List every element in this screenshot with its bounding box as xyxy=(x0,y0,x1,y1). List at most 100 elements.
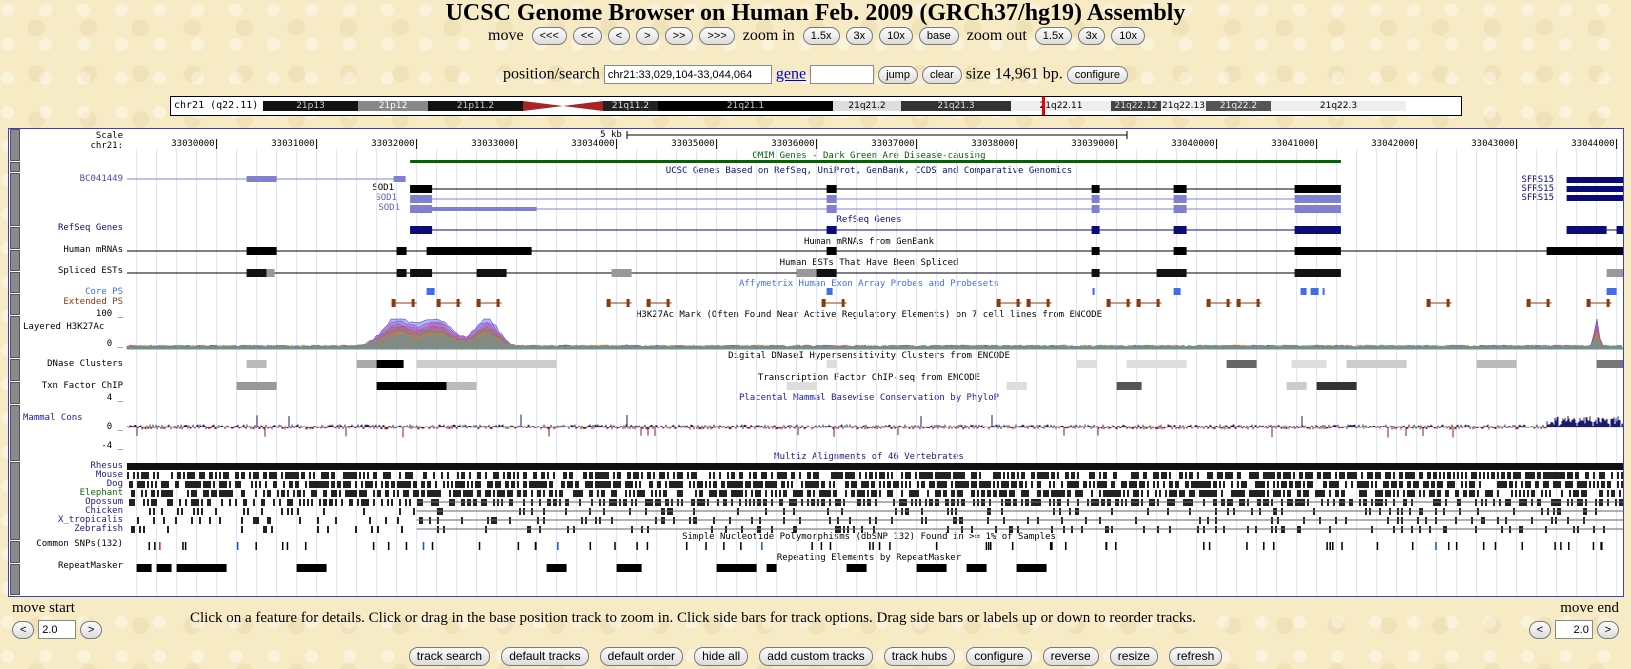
move-end-left-button[interactable]: < xyxy=(1528,621,1552,639)
move-start-left-button[interactable]: < xyxy=(12,621,35,639)
multiz-block xyxy=(381,499,383,506)
zoom-out-10x-button[interactable]: 10x xyxy=(1111,27,1145,46)
sfrs15-label[interactable]: SFRS15 xyxy=(1521,184,1554,194)
species-label[interactable]: Elephant xyxy=(79,488,123,498)
multiz-block xyxy=(411,463,413,470)
species-label[interactable]: Opossum xyxy=(85,497,123,507)
clear-button[interactable]: clear xyxy=(921,65,962,84)
multiz-block xyxy=(1543,463,1545,470)
multiz-block xyxy=(1571,481,1573,488)
species-label[interactable]: Mouse xyxy=(95,470,123,480)
tracks-graphics[interactable] xyxy=(9,129,1623,596)
species-label[interactable]: Dog xyxy=(106,479,123,489)
tracks-panel[interactable]: Scale chr21: 5 kb 33030000 33031000 330320… xyxy=(8,128,1624,597)
chromosome-ideogram[interactable]: chr21 (q22.11) 21p13 21p12 21p11.2 21q11… xyxy=(170,96,1462,116)
sfrs15-label[interactable]: SFRS15 xyxy=(1521,193,1554,203)
tfbs-left-label[interactable]: Txn Factor ChIP xyxy=(41,381,123,391)
gene-link[interactable]: gene xyxy=(775,65,807,83)
h3k27ac-left-label[interactable]: Layered H3K27Ac xyxy=(23,322,105,332)
snp-left-label[interactable]: Common SNPs(132) xyxy=(36,539,123,549)
move-left-button[interactable]: < xyxy=(607,27,631,46)
cons-left-label[interactable]: Mammal Cons xyxy=(23,413,83,423)
side-bar-snp[interactable] xyxy=(10,541,20,563)
multiz-block xyxy=(1011,463,1013,470)
add-custom-tracks-button[interactable]: add custom tracks xyxy=(759,647,873,666)
rmsk-left-label[interactable]: RepeatMasker xyxy=(57,561,123,571)
multiz-block xyxy=(1417,481,1419,488)
side-bar-phylop[interactable] xyxy=(10,405,20,461)
multiz-block xyxy=(1193,490,1195,497)
species-label[interactable]: Chicken xyxy=(85,506,123,516)
move-left-far-button[interactable]: <<< xyxy=(531,27,567,46)
default-order-button[interactable]: default order xyxy=(599,647,684,666)
multiz-block xyxy=(349,472,351,479)
core-ps-label[interactable]: Core PS xyxy=(85,287,123,297)
configure-tracks-button[interactable]: configure xyxy=(966,647,1032,666)
position-search-input[interactable]: chr21:33,029,104-33,044,064 xyxy=(603,65,772,84)
move-right-mid-button[interactable]: >> xyxy=(664,27,694,46)
resize-button[interactable]: resize xyxy=(1109,647,1158,666)
gene-input[interactable] xyxy=(810,65,875,84)
move-right-button[interactable]: > xyxy=(636,27,659,46)
move-end-right-button[interactable]: > xyxy=(1596,621,1619,639)
side-bar-refseq[interactable] xyxy=(10,227,20,249)
configure-button[interactable]: configure xyxy=(1066,65,1128,84)
refresh-button[interactable]: refresh xyxy=(1168,647,1223,666)
species-label[interactable]: X_tropicalis xyxy=(57,515,123,525)
sod1-label[interactable]: SOD1 xyxy=(372,183,394,193)
zoom-in-10x-button[interactable]: 10x xyxy=(879,27,913,46)
multiz-block xyxy=(1585,481,1587,488)
species-label[interactable]: Zebrafish xyxy=(74,524,123,534)
default-tracks-button[interactable]: default tracks xyxy=(501,647,589,666)
dnase-left-label[interactable]: DNase Clusters xyxy=(47,359,123,369)
track-search-button[interactable]: track search xyxy=(408,647,491,666)
side-bar-tfbs[interactable] xyxy=(10,382,20,404)
refseq-left-label[interactable]: RefSeq Genes xyxy=(57,223,123,233)
sod1-label[interactable]: SOD1 xyxy=(375,193,397,203)
side-bar-dnase[interactable] xyxy=(10,359,20,381)
multiz-block xyxy=(943,472,945,479)
side-bar-h3k27ac[interactable] xyxy=(10,316,20,358)
side-bar-ucsc-genes[interactable] xyxy=(10,173,20,226)
jump-button[interactable]: jump xyxy=(878,65,918,84)
side-bar-multiz[interactable] xyxy=(10,462,20,540)
multiz-block xyxy=(1519,490,1521,497)
side-bar-ruler[interactable] xyxy=(10,129,20,161)
bc041449-label[interactable]: BC041449 xyxy=(79,174,123,184)
zoom-out-1-5x-button[interactable]: 1.5x xyxy=(1034,27,1072,46)
sfrs15-label[interactable]: SFRS15 xyxy=(1521,175,1554,185)
side-bar-omim[interactable] xyxy=(10,162,20,172)
zoom-in-1-5x-button[interactable]: 1.5x xyxy=(802,27,840,46)
side-bar-affy[interactable] xyxy=(10,294,20,315)
hide-all-button[interactable]: hide all xyxy=(694,647,749,666)
reverse-button[interactable]: reverse xyxy=(1042,647,1099,666)
multiz-block xyxy=(1197,472,1199,479)
zoom-out-3x-button[interactable]: 3x xyxy=(1077,27,1106,46)
sod1-label[interactable]: SOD1 xyxy=(378,203,400,213)
multiz-block xyxy=(1457,463,1459,470)
track-hubs-button[interactable]: track hubs xyxy=(883,647,956,666)
move-end-input[interactable]: 2.0 xyxy=(1554,620,1593,639)
multiz-block xyxy=(1031,463,1033,470)
multiz-block xyxy=(1305,490,1307,497)
multiz-block xyxy=(939,490,941,497)
extended-ps-label[interactable]: Extended PS xyxy=(63,297,123,307)
multiz-block xyxy=(1407,463,1409,470)
move-left-mid-button[interactable]: << xyxy=(572,27,602,46)
multiz-block xyxy=(995,472,997,479)
side-bar-mrna[interactable] xyxy=(10,250,20,271)
move-right-far-button[interactable]: >>> xyxy=(699,27,735,46)
side-bar-rmsk[interactable] xyxy=(10,564,20,595)
move-start-right-button[interactable]: > xyxy=(79,621,103,639)
ests-left-label[interactable]: Spliced ESTs xyxy=(57,266,123,276)
zoom-in-base-button[interactable]: base xyxy=(918,27,959,46)
move-start-input[interactable]: 2.0 xyxy=(38,620,77,639)
multiz-block xyxy=(475,463,477,470)
multiz-block xyxy=(815,481,817,488)
side-bar-ests[interactable] xyxy=(10,272,20,293)
multiz-block xyxy=(253,463,255,470)
species-label[interactable]: Rhesus xyxy=(90,461,123,471)
multiz-block xyxy=(1599,490,1601,497)
mrna-left-label[interactable]: Human mRNAs xyxy=(63,245,123,255)
zoom-in-3x-button[interactable]: 3x xyxy=(845,27,874,46)
